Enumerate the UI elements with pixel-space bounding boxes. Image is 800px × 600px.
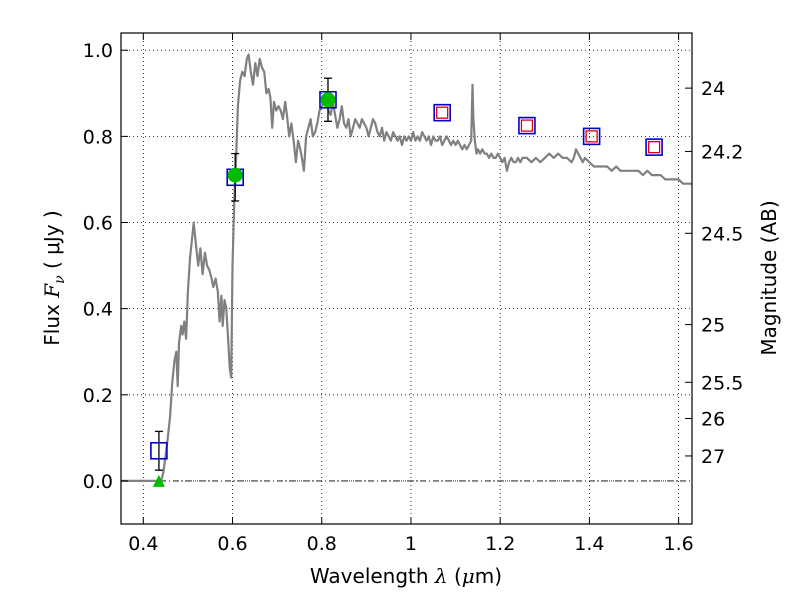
y-tick-label: 1.0 (83, 40, 113, 62)
x-tick-label: 1 (405, 533, 417, 555)
triangle-marker (152, 474, 165, 487)
x-tick-label: 0.6 (217, 533, 247, 555)
open-square-marker (319, 90, 337, 109)
y-tick-label: 0.8 (83, 126, 113, 148)
y2-tick-label: 24 (701, 78, 725, 100)
open-square-marker (582, 127, 601, 146)
inner-square-marker (647, 140, 661, 154)
x-tick-label: 1.6 (664, 533, 694, 555)
open-square-marker (518, 116, 536, 135)
y2-tick-label: 25 (701, 315, 725, 337)
y2-tick-label: 26 (701, 408, 725, 430)
inner-square-marker (585, 130, 598, 143)
inner-square-marker (436, 106, 449, 119)
y2-tick-label: 24.5 (701, 223, 743, 245)
x-tick-label: 1.2 (485, 533, 515, 555)
y-tick-label: 0.6 (83, 213, 113, 235)
y2-tick-label: 25.5 (701, 372, 743, 394)
spectrum-line (121, 53, 692, 482)
y-tick-label: 0.4 (83, 299, 113, 321)
y-tick-label: 0.0 (83, 471, 113, 493)
axis-ticks: 0.4 0.6 0.8 1 1.2 1.4 1.6 0.0 0.2 0.4 0.6 0.8 1.0 24 2… (83, 33, 743, 555)
x-tick-label: 1.4 (574, 533, 604, 555)
spectrum (121, 53, 692, 482)
y-tick-label: 0.2 (83, 385, 113, 407)
circle-marker (227, 167, 243, 183)
y-axis-label: Flux Fν ( μJy ) (40, 210, 68, 345)
open-square-marker (150, 441, 168, 460)
plot-frame (120, 32, 693, 525)
x-axis-label: Wavelength λ (μm) (310, 564, 502, 588)
x-tick-label: 0.8 (307, 533, 337, 555)
y2-tick-label: 27 (701, 446, 725, 468)
open-square-marker (645, 138, 663, 156)
photometry-markers (150, 90, 663, 487)
open-square-marker (433, 103, 451, 122)
y2-tick-label: 24.2 (701, 141, 743, 163)
x-tick-label: 0.4 (128, 533, 158, 555)
y2-axis-label: Magnitude (AB) (757, 200, 781, 355)
inner-square-marker (520, 119, 534, 132)
circle-marker (320, 92, 336, 108)
